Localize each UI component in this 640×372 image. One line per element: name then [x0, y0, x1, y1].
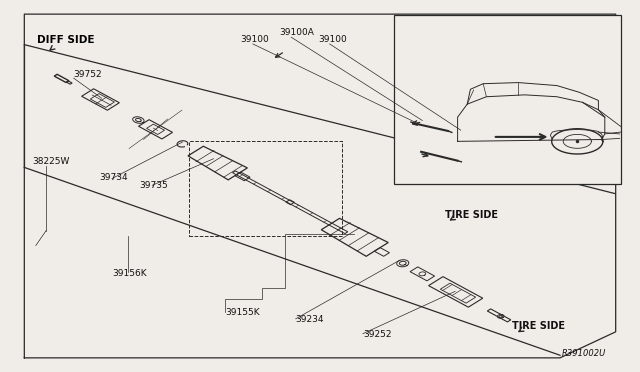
Text: 39100: 39100 [318, 35, 347, 44]
Text: TIRE SIDE: TIRE SIDE [512, 321, 565, 331]
Text: 39156K: 39156K [112, 269, 147, 278]
Text: 39234: 39234 [296, 315, 324, 324]
Text: 39100: 39100 [240, 35, 269, 44]
Text: 39752: 39752 [74, 70, 102, 79]
Text: 39252: 39252 [363, 330, 392, 339]
Text: TIRE SIDE: TIRE SIDE [445, 209, 498, 219]
Text: DIFF SIDE: DIFF SIDE [37, 35, 95, 45]
Text: R391002U: R391002U [562, 349, 606, 358]
Text: 39734: 39734 [99, 173, 128, 182]
Text: 39735: 39735 [140, 181, 168, 190]
Text: 39155K: 39155K [225, 308, 260, 317]
Text: 39100A: 39100A [279, 28, 314, 37]
Text: 38225W: 38225W [32, 157, 69, 166]
Bar [394, 15, 621, 184]
